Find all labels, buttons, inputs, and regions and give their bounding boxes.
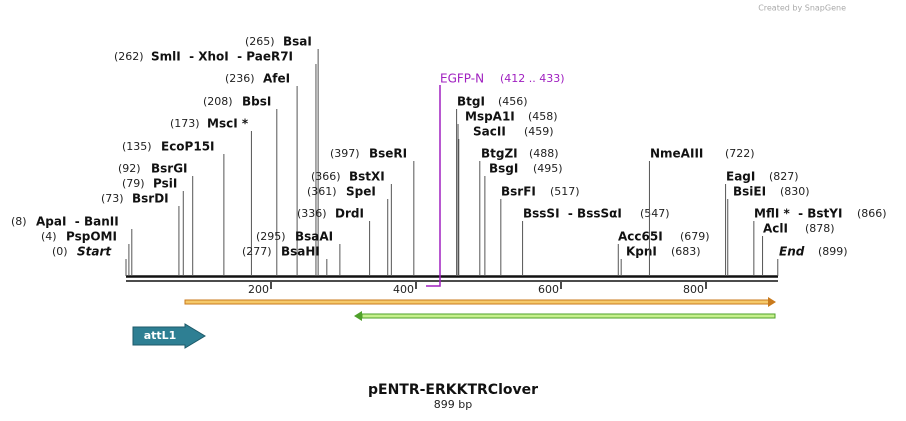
site-name: BsrFI — [501, 185, 536, 199]
site-name: KpnI — [626, 245, 657, 259]
attl1-arrow — [132, 323, 206, 349]
site-name: BsiEI — [733, 185, 766, 199]
site-name: Start — [77, 245, 112, 259]
site-name: BsgI — [489, 162, 518, 176]
primer-range: (412 .. 433) — [500, 72, 565, 85]
site-position: (517) — [550, 185, 580, 198]
site-name: BtgZI — [481, 147, 518, 161]
site-position: (361) — [307, 185, 337, 198]
site-name: Acc65I — [618, 230, 663, 244]
site-name: MspA1I — [465, 110, 515, 124]
site-name: PspOMI — [66, 230, 117, 244]
site-name: AfeI — [263, 72, 290, 86]
site-name: BsaHI — [281, 245, 320, 259]
site-name: BsrGI — [151, 162, 188, 176]
site-position: (547) — [640, 207, 670, 220]
site-position: (899) — [818, 245, 848, 258]
site-position: (79) — [122, 177, 145, 190]
site-position: (336) — [297, 207, 327, 220]
site-position: (262) — [114, 50, 144, 63]
site-name: BstXI — [349, 170, 385, 184]
site-position: (265) — [245, 35, 275, 48]
site-position: (4) — [41, 230, 57, 243]
feature-green — [361, 313, 776, 319]
site-name: BbsI — [242, 95, 271, 109]
site-position: (173) — [170, 117, 200, 130]
site-position: (208) — [203, 95, 233, 108]
site-position: (827) — [769, 170, 799, 183]
site-position: (683) — [671, 245, 701, 258]
site-position: (295) — [256, 230, 286, 243]
site-position: (830) — [780, 185, 810, 198]
site-position: (0) — [52, 245, 68, 258]
site-name: SmlI - XhoI - PaeR7I — [151, 50, 293, 64]
arrow-head — [768, 297, 776, 307]
site-name: EcoP15I — [161, 140, 215, 154]
site-position: (722) — [725, 147, 755, 160]
site-position: (73) — [101, 192, 124, 205]
site-position: (488) — [529, 147, 559, 160]
site-name: BsrDI — [132, 192, 169, 206]
ruler-label: 800 — [683, 283, 704, 296]
site-position: (458) — [528, 110, 558, 123]
site-name: PsiI — [153, 177, 177, 191]
length: 899 bp — [434, 398, 472, 411]
site-name: DrdI — [335, 207, 364, 221]
site-position: (459) — [524, 125, 554, 138]
site-name: BsaI — [283, 35, 312, 49]
site-position: (92) — [118, 162, 141, 175]
arrow-head — [354, 311, 362, 321]
site-position: (135) — [122, 140, 152, 153]
credit: Created by SnapGene — [758, 4, 846, 13]
site-name: NmeAIII — [650, 147, 703, 161]
site-position: (679) — [680, 230, 710, 243]
site-name: SacII — [473, 125, 506, 139]
site-name: MscI * — [207, 117, 249, 131]
title: pENTR-ERKKTRClover — [368, 382, 538, 398]
site-name: BseRI — [369, 147, 407, 161]
site-position: (878) — [805, 222, 835, 235]
ruler-label: 600 — [538, 283, 559, 296]
site-name: AclI — [763, 222, 788, 236]
site-name: ApaI - BanII — [36, 215, 119, 229]
site-position: (277) — [242, 245, 272, 258]
site-name: End — [779, 245, 805, 259]
site-position: (8) — [11, 215, 27, 228]
primer-name: EGFP-N — [440, 72, 484, 86]
site-position: (236) — [225, 72, 255, 85]
site-position: (866) — [857, 207, 887, 220]
site-position: (397) — [330, 147, 360, 160]
site-name: BsaAI — [295, 230, 333, 244]
site-position: (366) — [311, 170, 341, 183]
ruler-label: 400 — [393, 283, 414, 296]
site-position: (495) — [533, 162, 563, 175]
site-name: BtgI — [457, 95, 485, 109]
feature-label: attL1 — [144, 329, 177, 342]
site-name: BssSI - BssSαI — [523, 207, 622, 221]
ruler-label: 200 — [248, 283, 269, 296]
primer-line — [426, 85, 441, 287]
site-name: EagI — [726, 170, 755, 184]
site-name: SpeI — [346, 185, 376, 199]
site-name: MflI * - BstYI — [754, 207, 842, 221]
feature-orange — [184, 299, 770, 305]
site-position: (456) — [498, 95, 528, 108]
